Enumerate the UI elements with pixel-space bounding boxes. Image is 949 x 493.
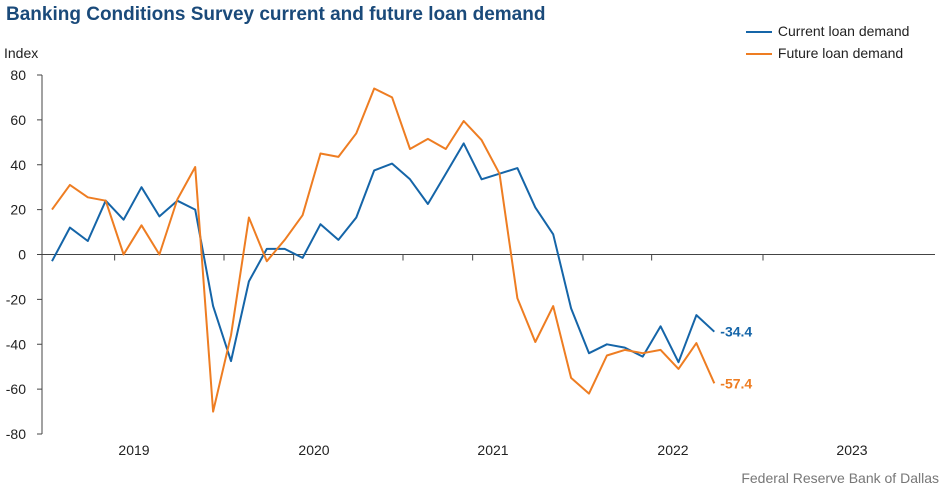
y-tick-label: 60 [10, 112, 26, 128]
y-tick-label: -20 [6, 291, 26, 307]
y-tick-label: 20 [10, 202, 26, 218]
y-tick-label: -80 [6, 426, 26, 442]
y-tick-label: 0 [18, 247, 26, 263]
legend: Current loan demand Future loan demand [746, 20, 909, 64]
series-line-current [51, 142, 715, 364]
y-tick-label: 40 [10, 157, 26, 173]
end-label-current: -34.4 [720, 324, 752, 340]
legend-item-current: Current loan demand [746, 20, 909, 42]
x-tick-label: 2023 [836, 442, 867, 458]
y-tick-label: -60 [6, 381, 26, 397]
legend-label-future: Future loan demand [777, 45, 904, 61]
legend-swatch-current [746, 31, 772, 34]
end-label-future: -57.4 [720, 375, 752, 391]
x-tick-label: 2019 [118, 442, 149, 458]
x-tick-label: 2022 [657, 442, 688, 458]
y-axis-label: Index [4, 45, 39, 61]
x-tick-label: 2020 [298, 442, 329, 458]
y-tick-label: 80 [10, 67, 26, 83]
series-line-future [51, 87, 716, 413]
source-note: Federal Reserve Bank of Dallas [741, 470, 939, 486]
legend-item-future: Future loan demand [746, 42, 909, 64]
x-tick-label: 2021 [477, 442, 508, 458]
legend-swatch-future [746, 53, 772, 56]
chart-title: Banking Conditions Survey current and fu… [6, 4, 546, 25]
legend-label-current: Current loan demand [777, 23, 910, 39]
y-tick-label: -40 [6, 336, 26, 352]
